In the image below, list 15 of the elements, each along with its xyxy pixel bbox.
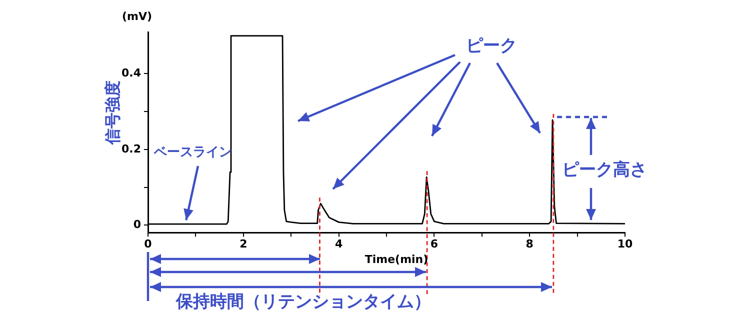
- y-tick-label: 0: [133, 218, 142, 232]
- y-axis-title: 信号強度: [103, 80, 122, 146]
- x-tick-label: 4: [334, 237, 343, 250]
- text: 保持時間（リテンションタイム）: [176, 291, 431, 313]
- x-tick-label: 2: [240, 237, 248, 250]
- y-tick-label: 0.4: [122, 66, 142, 80]
- x-tick-label: 8: [526, 237, 534, 250]
- annotation: ピーク: [466, 35, 517, 57]
- x-tick-label: 0: [144, 237, 152, 250]
- text: (mV): [122, 10, 152, 23]
- y-tick-label: 0.2: [122, 142, 141, 156]
- x-tick-label: 10: [617, 237, 633, 250]
- annotation: ピーク高さ: [562, 159, 647, 181]
- x-axis-title: Time(min): [364, 252, 428, 266]
- x-tick-label: 6: [430, 237, 438, 250]
